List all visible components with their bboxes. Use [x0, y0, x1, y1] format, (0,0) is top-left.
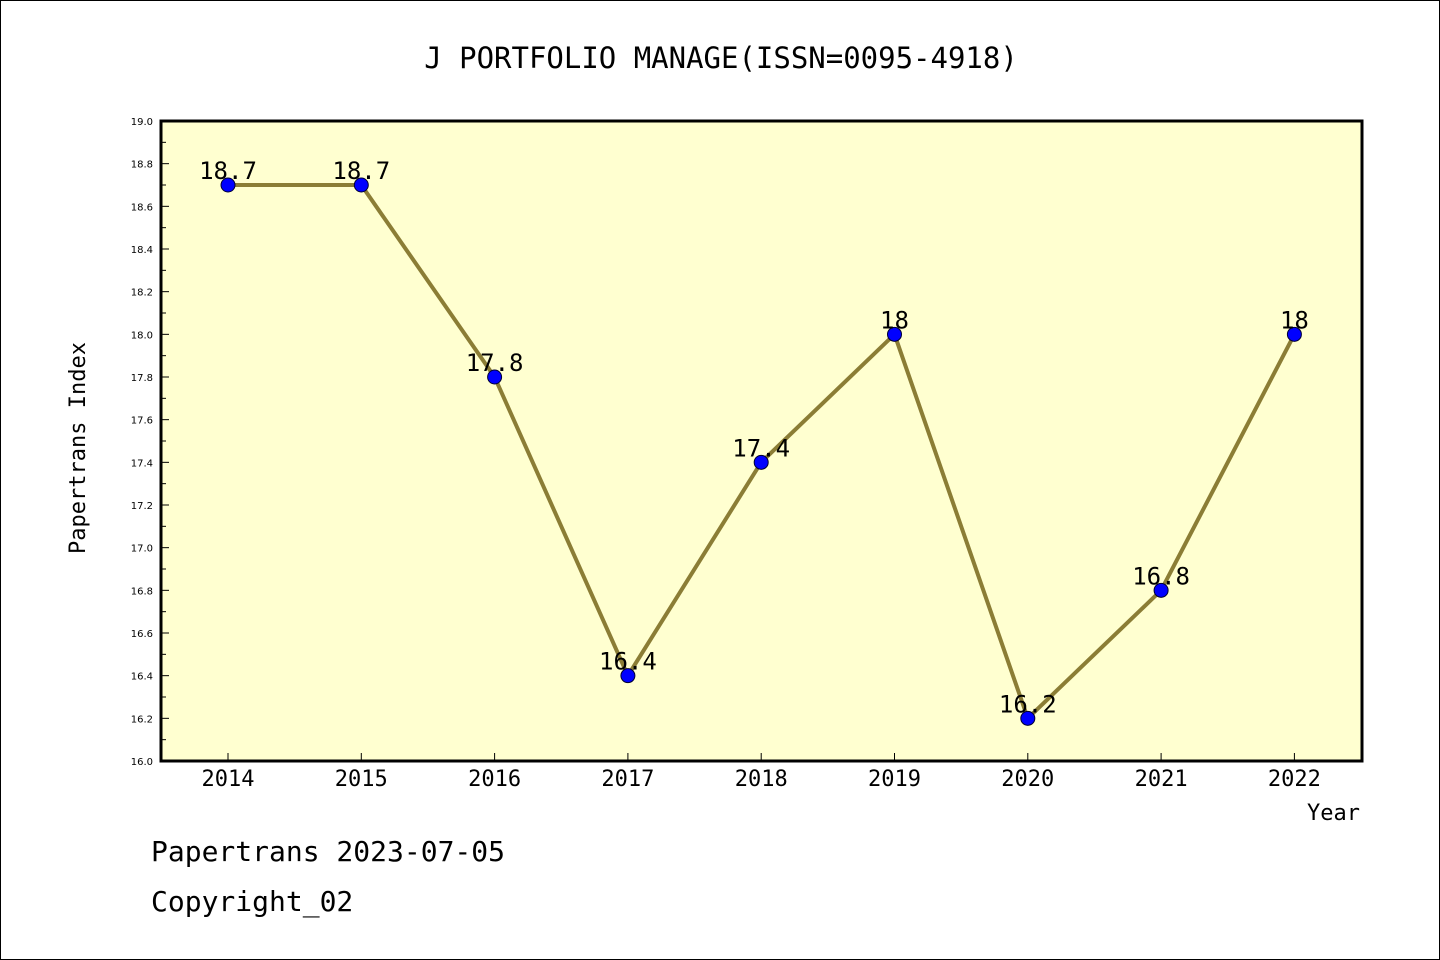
- y-tick-label: 16.2: [131, 714, 153, 725]
- data-label: 17.8: [466, 349, 524, 377]
- y-tick-label: 18.0: [131, 330, 153, 341]
- y-tick-label: 17.6: [131, 416, 153, 427]
- footer-copyright-text: Copyright_02: [151, 885, 354, 918]
- x-axis: 2014 2015 2016 2017 2018 2019 2020 2021 2022: [202, 753, 1321, 792]
- data-point-marker: [220, 177, 236, 193]
- y-tick-label: 16.4: [131, 672, 153, 683]
- footer-date-text: Papertrans 2023-07-05: [151, 835, 506, 868]
- x-tick-label: 2022: [1268, 767, 1321, 792]
- y-tick-label: 16.8: [131, 586, 153, 597]
- data-label: 18.7: [199, 157, 257, 185]
- x-axis-label: Year: [1307, 801, 1360, 826]
- x-tick-label: 2016: [468, 767, 521, 792]
- y-tick-label: 18.6: [131, 202, 153, 213]
- data-point-marker: [487, 369, 503, 385]
- y-tick-label: 16.6: [131, 629, 153, 640]
- data-point-marker: [1020, 710, 1036, 726]
- data-label: 16.2: [999, 690, 1057, 718]
- x-tick-label: 2018: [735, 767, 788, 792]
- y-tick-label: 19.0: [131, 117, 153, 128]
- x-tick-label: 2017: [601, 767, 654, 792]
- data-labels: 18.7 18.7 17.8 16.4 17.4 18 16.2 16.8 18: [199, 157, 1309, 718]
- data-point-marker: [1153, 582, 1169, 598]
- x-tick-label: 2020: [1001, 767, 1054, 792]
- x-tick-label: 2021: [1135, 767, 1188, 792]
- data-label: 18: [1280, 306, 1309, 334]
- data-label: 16.4: [599, 648, 657, 676]
- y-tick-label: 18.2: [131, 288, 153, 299]
- y-axis-label: Papertrans Index: [66, 342, 91, 554]
- x-tick-label: 2015: [335, 767, 388, 792]
- data-point-marker: [353, 177, 369, 193]
- y-tick-label: 18.4: [131, 245, 153, 256]
- data-label: 17.4: [732, 434, 790, 462]
- y-tick-label: 18.8: [131, 160, 153, 171]
- plot-border: [159, 119, 1364, 763]
- data-label: 18: [880, 306, 909, 334]
- y-tick-label: 17.4: [131, 458, 153, 469]
- y-tick-label: 17.8: [131, 373, 153, 384]
- data-point-marker: [1286, 326, 1302, 342]
- data-series: [220, 177, 1302, 726]
- plot-area: [161, 121, 1362, 761]
- y-tick-label: 16.0: [131, 757, 153, 768]
- data-point-marker: [887, 326, 902, 342]
- chart-title: J PORTFOLIO MANAGE(ISSN=0095-4918): [424, 41, 1018, 75]
- y-tick-label: 17.2: [131, 501, 153, 512]
- data-label: 18.7: [332, 157, 390, 185]
- data-label: 16.8: [1132, 562, 1190, 590]
- y-tick-label: 17.0: [131, 544, 153, 555]
- data-point-marker: [620, 668, 636, 684]
- x-tick-label: 2019: [868, 767, 921, 792]
- data-point-marker: [753, 454, 769, 470]
- x-tick-label: 2014: [202, 767, 255, 792]
